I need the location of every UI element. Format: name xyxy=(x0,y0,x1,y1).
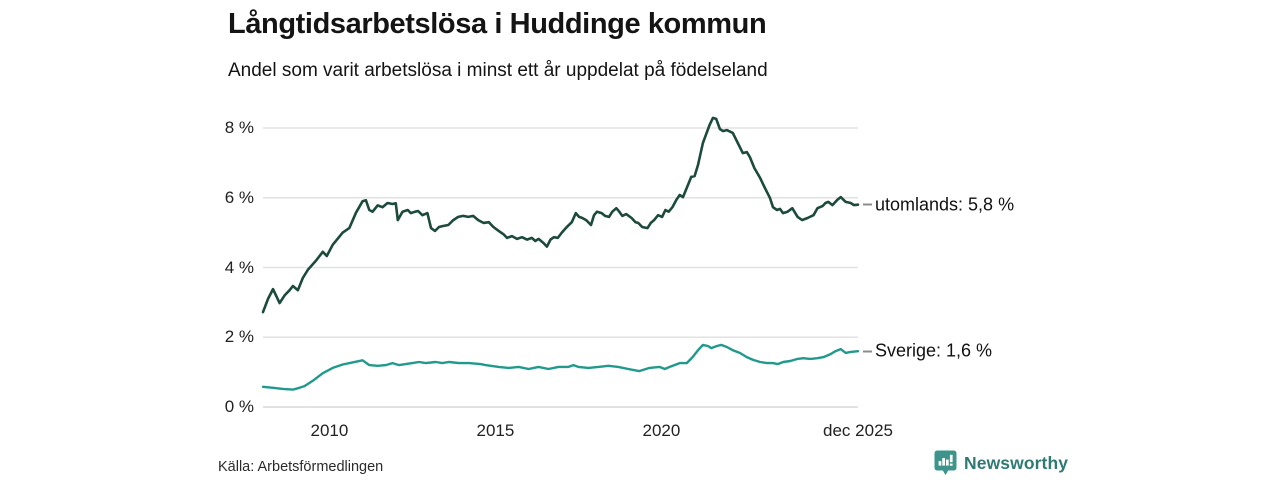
series-end-label-sverige: Sverige: 1,6 % xyxy=(863,341,992,362)
series-line-Sverige xyxy=(261,343,860,391)
page-title: Långtidsarbetslösa i Huddinge kommun xyxy=(228,8,767,40)
series-end-label-text: Sverige: 1,6 % xyxy=(875,340,993,361)
newsworthy-speech-bubble-chart-icon xyxy=(934,450,957,476)
legend-connector-icon xyxy=(863,203,872,206)
x-tick-label: 2020 xyxy=(642,421,681,440)
series-end-label-utomlands: utomlands: 5,8 % xyxy=(863,194,1014,215)
chart-subtitle: Andel som varit arbetslösa i minst ett å… xyxy=(228,60,768,81)
brand-wordmark: Newsworthy xyxy=(964,452,1069,473)
x-tick-label: 2010 xyxy=(310,421,349,440)
y-tick-label: 8 % xyxy=(224,118,254,137)
source-caption: Källa: Arbetsförmedlingen xyxy=(218,459,384,475)
y-tick-label: 6 % xyxy=(224,187,254,207)
y-tick-label: 0 % xyxy=(224,397,254,416)
y-tick-label: 4 % xyxy=(224,257,254,277)
legend-connector-icon xyxy=(863,350,872,353)
y-tick-label: 2 % xyxy=(224,327,254,347)
x-tick-label: 2015 xyxy=(476,421,515,440)
brand-logo[interactable]: Newsworthy xyxy=(934,450,1068,476)
x-tick-label: dec 2025 xyxy=(823,421,893,440)
series-line-utomlands xyxy=(261,116,860,314)
series-end-label-text: utomlands: 5,8 % xyxy=(875,194,1015,215)
